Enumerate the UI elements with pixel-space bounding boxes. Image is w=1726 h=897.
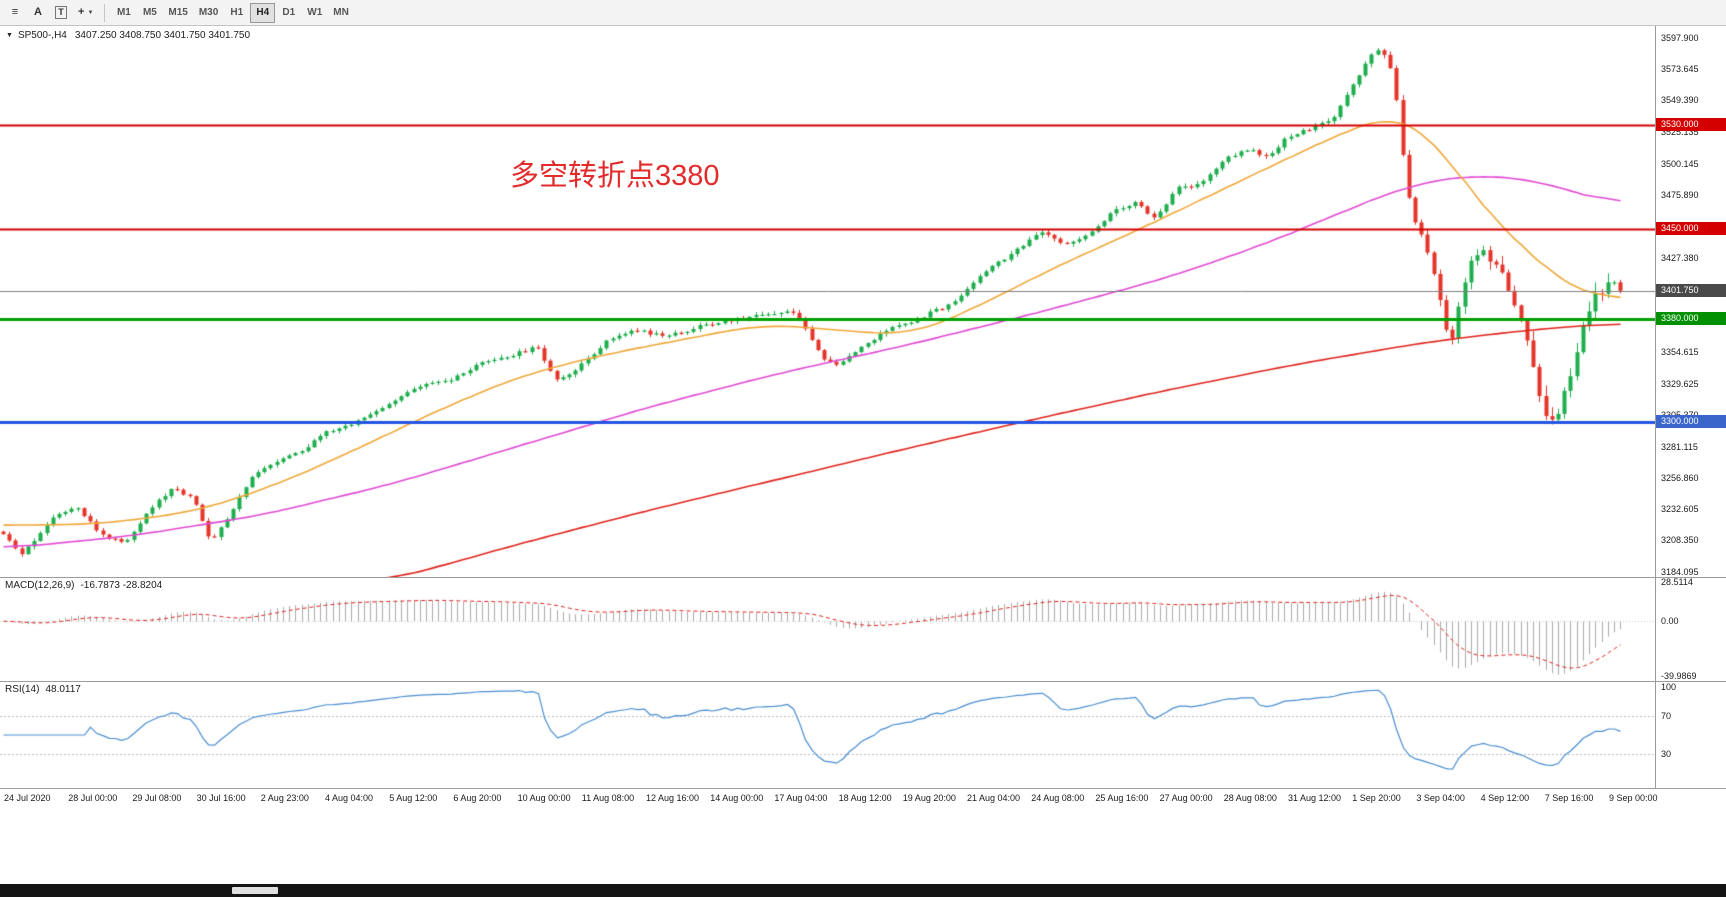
timeframe-button-h4[interactable]: H4 bbox=[250, 2, 276, 23]
macd-axis-label: 28.5114 bbox=[1661, 577, 1693, 588]
time-axis-label: 4 Aug 04:00 bbox=[325, 793, 374, 803]
panel-separator-rsi[interactable] bbox=[0, 681, 1726, 682]
time-axis-label: 14 Aug 00:00 bbox=[710, 793, 764, 803]
timeframe-button-d1[interactable]: D1 bbox=[282, 7, 296, 18]
pivot-badge-3380: 3380.000 bbox=[1656, 311, 1726, 325]
toolbar-separator bbox=[104, 3, 106, 22]
crosshair-tool-button[interactable]: + ▼ bbox=[73, 3, 98, 23]
time-axis-label: 4 Sep 12:00 bbox=[1480, 793, 1530, 803]
price-axis-label: 3329.625 bbox=[1661, 378, 1699, 389]
price-axis-label: 3281.115 bbox=[1661, 441, 1698, 452]
macd-axis-label: 0.00 bbox=[1661, 616, 1679, 627]
time-axis-label: 12 Aug 16:00 bbox=[646, 793, 700, 803]
chart-annotation-text: 多空转折点3380 bbox=[510, 160, 720, 192]
time-axis-label: 25 Aug 16:00 bbox=[1095, 793, 1149, 803]
taskbar-item[interactable] bbox=[232, 887, 278, 894]
letter-a-icon: A bbox=[34, 6, 42, 18]
main-toolbar: ≡ A T + ▼ M1 M5 M15 M30 H1 H4 D1 W1 MN bbox=[0, 0, 1726, 26]
current-price-badge: 3401.750 bbox=[1656, 283, 1726, 297]
timeframe-button-m5[interactable]: M5 bbox=[142, 7, 157, 18]
macd-label: MACD(12,26,9) -16.7873 -28.8204 bbox=[5, 580, 162, 591]
price-axis-label: 3597.900 bbox=[1661, 32, 1699, 43]
macd-panel-canvas[interactable] bbox=[0, 578, 1655, 681]
price-axis-label: 3549.390 bbox=[1661, 95, 1699, 106]
time-axis-label: 21 Aug 04:00 bbox=[967, 793, 1021, 803]
price-chart-canvas[interactable] bbox=[0, 26, 1655, 577]
time-axis-label: 30 Jul 16:00 bbox=[196, 793, 246, 803]
time-axis-label: 27 Aug 00:00 bbox=[1159, 793, 1213, 803]
time-axis-label: 28 Aug 08:00 bbox=[1223, 793, 1277, 803]
ohlc-values: 3407.250 3408.750 3401.750 3401.750 bbox=[74, 30, 251, 41]
panel-separator-timeaxis[interactable] bbox=[0, 788, 1726, 789]
price-axis-label: 3525.135 bbox=[1661, 126, 1699, 137]
time-axis-label: 31 Aug 12:00 bbox=[1288, 793, 1342, 803]
timeframe-button-m30[interactable]: M30 bbox=[198, 7, 219, 18]
time-axis-label: 29 Jul 08:00 bbox=[132, 793, 182, 803]
dropdown-caret-icon: ▼ bbox=[87, 9, 94, 16]
chart-dropdown-icon[interactable]: ▼ bbox=[6, 32, 13, 39]
text-tool-button[interactable]: T bbox=[50, 3, 72, 23]
rsi-panel-canvas[interactable] bbox=[0, 682, 1655, 788]
time-axis-label: 19 Aug 20:00 bbox=[902, 793, 956, 803]
panel-separator-macd[interactable] bbox=[0, 577, 1726, 578]
charts-toolbar-button[interactable]: ≡ bbox=[4, 3, 26, 23]
price-axis-label: 3184.095 bbox=[1661, 566, 1699, 577]
price-axis-label: 3208.350 bbox=[1661, 535, 1699, 546]
arrow-tool-button[interactable]: A bbox=[27, 3, 49, 23]
price-axis-label: 3256.860 bbox=[1661, 472, 1699, 483]
macd-axis-label: -39.9869 bbox=[1661, 671, 1697, 682]
timeframe-button-m15[interactable]: M15 bbox=[168, 7, 188, 18]
resistance-badge-3530: 3530.000 bbox=[1656, 118, 1726, 132]
rsi-axis-label: 100 bbox=[1661, 682, 1677, 692]
price-axis-label: 3573.645 bbox=[1661, 64, 1699, 75]
timeframe-group: M1 M5 M15 M30 H1 H4 D1 W1 MN bbox=[111, 2, 353, 23]
time-axis-label: 28 Jul 00:00 bbox=[68, 793, 118, 803]
time-axis-label: 3 Sep 04:00 bbox=[1416, 793, 1465, 803]
time-axis-label: 5 Aug 12:00 bbox=[389, 793, 438, 803]
timeframe-button-w1[interactable]: W1 bbox=[307, 7, 323, 18]
time-axis-label: 24 Aug 08:00 bbox=[1031, 793, 1085, 803]
price-axis[interactable]: 3597.900 3573.645 3549.390 3525.135 3500.145… bbox=[1656, 26, 1726, 788]
time-axis-label: 7 Sep 16:00 bbox=[1544, 793, 1594, 803]
time-axis-label: 17 Aug 04:00 bbox=[774, 793, 828, 803]
timeframe-button-mn[interactable]: MN bbox=[333, 7, 349, 18]
rsi-name: RSI(14) bbox=[5, 684, 40, 695]
time-axis-label: 24 Jul 2020 bbox=[4, 793, 51, 803]
chart-window: ▼ SP500-,H4 3407.250 3408.750 3401.750 340… bbox=[0, 26, 1726, 809]
rsi-label: RSI(14) 48.0117 bbox=[5, 684, 81, 695]
rsi-value: 48.0117 bbox=[45, 684, 81, 695]
time-axis-label: 18 Aug 12:00 bbox=[838, 793, 892, 803]
bottom-taskbar bbox=[0, 884, 1726, 897]
time-axis-label: 10 Aug 00:00 bbox=[517, 793, 571, 803]
price-axis-label: 3500.145 bbox=[1661, 158, 1699, 169]
price-axis-label: 3354.615 bbox=[1661, 346, 1699, 357]
time-axis-label: 11 Aug 08:00 bbox=[581, 793, 635, 803]
price-axis-label: 3232.605 bbox=[1661, 504, 1699, 515]
drawing-tools-group: ≡ A T + ▼ bbox=[4, 3, 98, 23]
rsi-axis-label: 30 bbox=[1661, 749, 1672, 760]
time-axis-label: 2 Aug 23:00 bbox=[260, 793, 309, 803]
hamburger-icon: ≡ bbox=[11, 6, 19, 18]
price-axis-border bbox=[1655, 26, 1656, 788]
time-axis-label: 6 Aug 20:00 bbox=[453, 793, 502, 803]
crosshair-icon: + bbox=[78, 6, 85, 18]
time-axis-label: 1 Sep 20:00 bbox=[1352, 793, 1401, 803]
macd-values: -16.7873 -28.8204 bbox=[80, 580, 163, 591]
timeframe-button-h1[interactable]: H1 bbox=[230, 7, 244, 18]
time-axis-label: 9 Sep 00:00 bbox=[1609, 793, 1658, 803]
symbol-name: SP500-,H4 bbox=[17, 30, 67, 41]
price-axis-label: 3427.380 bbox=[1661, 252, 1699, 263]
symbol-ohlc-label: ▼ SP500-,H4 3407.250 3408.750 3401.750 340… bbox=[6, 30, 250, 41]
resistance-badge-3450: 3450.000 bbox=[1656, 221, 1726, 235]
price-axis-label: 3475.890 bbox=[1661, 190, 1699, 201]
macd-name: MACD(12,26,9) bbox=[5, 580, 75, 591]
support-badge-3300: 3300.000 bbox=[1656, 415, 1726, 429]
timeframe-button-m1[interactable]: M1 bbox=[116, 7, 131, 18]
rsi-axis-label: 70 bbox=[1661, 710, 1672, 721]
time-axis[interactable]: 24 Jul 2020 28 Jul 00:00 29 Jul 08:00 30 Ju… bbox=[0, 789, 1726, 809]
letter-t-icon: T bbox=[55, 6, 67, 19]
